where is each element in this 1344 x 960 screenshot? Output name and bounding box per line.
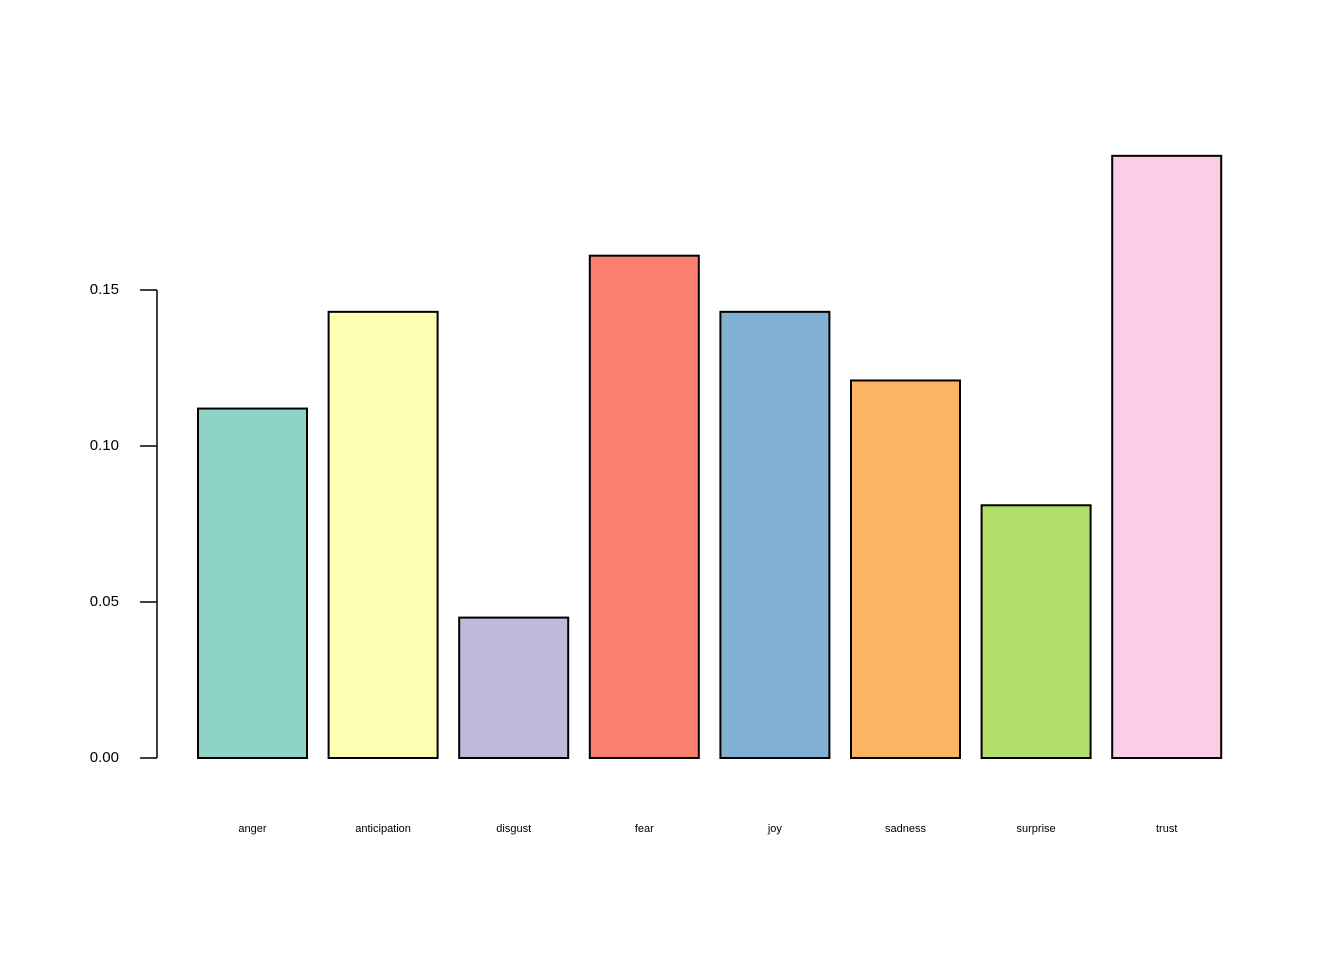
x-tick-label: disgust xyxy=(496,823,531,835)
y-tick-label: 0.10 xyxy=(90,437,119,454)
x-tick-label: trust xyxy=(1156,823,1177,835)
x-tick-label: anger xyxy=(238,823,266,835)
x-tick-label: joy xyxy=(767,823,783,835)
y-tick-label: 0.15 xyxy=(90,281,119,298)
x-tick-label: fear xyxy=(635,823,654,835)
x-tick-label: surprise xyxy=(1017,823,1056,835)
bar xyxy=(588,254,700,759)
bar xyxy=(458,616,570,759)
bar xyxy=(1111,154,1223,759)
bar xyxy=(719,310,831,759)
y-tick-label: 0.05 xyxy=(90,593,119,610)
y-tick-label: 0.00 xyxy=(90,749,119,766)
bar xyxy=(327,310,439,759)
x-tick-label: sadness xyxy=(885,823,926,835)
x-tick-label: anticipation xyxy=(355,823,411,835)
bar xyxy=(980,504,1092,759)
bar xyxy=(850,379,961,759)
bar xyxy=(197,407,308,759)
